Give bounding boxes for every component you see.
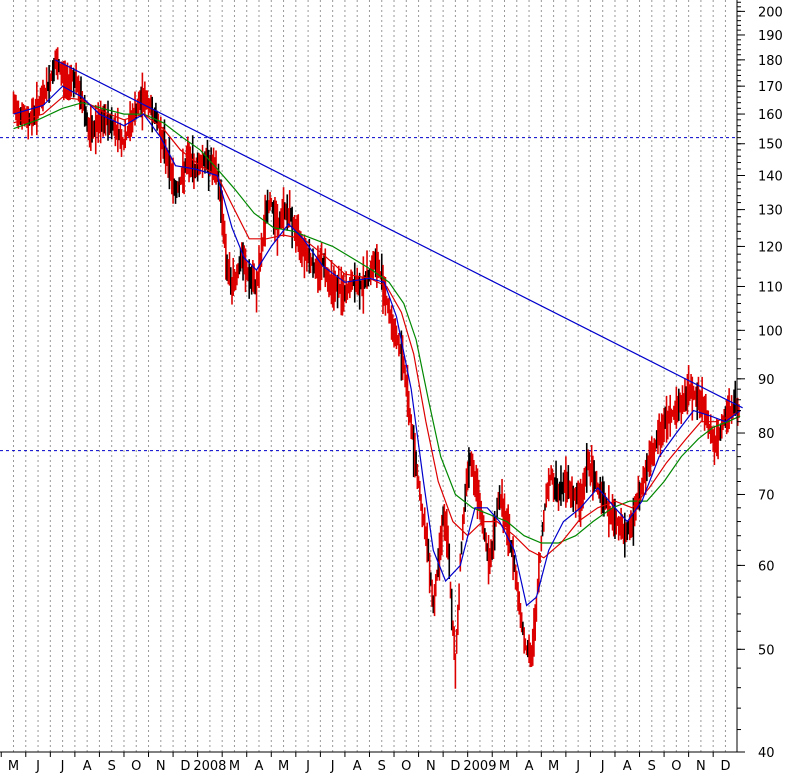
- y-tick-label: 80: [758, 427, 775, 442]
- y-tick-label: 60: [758, 559, 775, 574]
- x-tick-label: M: [8, 759, 19, 774]
- y-tick-label: 180: [758, 54, 783, 69]
- y-tick-label: 160: [758, 108, 783, 123]
- y-tick-label: 100: [758, 324, 783, 339]
- moving-average-short: [13, 85, 741, 607]
- x-tick-label: J: [305, 759, 310, 774]
- axes: 40 50 60 70 80 90 100 110 120 130 140 150 160 170 180 1…: [0, 0, 783, 774]
- reference-lines: [0, 137, 737, 452]
- y-tick-label: 190: [758, 29, 783, 44]
- y-tick-label: 120: [758, 240, 783, 255]
- moving-averages: [13, 85, 741, 607]
- y-tick-label: 90: [758, 373, 775, 388]
- x-tick-label: M: [499, 759, 510, 774]
- x-tick-label: M: [229, 759, 240, 774]
- x-tick-label: O: [671, 759, 681, 774]
- vertical-gridlines: [13, 0, 726, 752]
- x-tick-label: D: [450, 759, 460, 774]
- price-bars: [12, 47, 740, 689]
- x-tick-label: O: [131, 759, 141, 774]
- y-tick-label: 50: [758, 643, 775, 658]
- x-tick-label: N: [426, 759, 436, 774]
- moving-average-mid: [13, 96, 741, 559]
- y-tick-label: 110: [758, 280, 783, 295]
- x-tick-label: A: [83, 759, 92, 774]
- x-tick-label: S: [648, 759, 656, 774]
- x-tick-label: J: [60, 759, 65, 774]
- x-tick-label: S: [108, 759, 116, 774]
- trendline-layer: [54, 59, 743, 409]
- x-tick-label: D: [180, 759, 190, 774]
- x-tick-label: N: [696, 759, 706, 774]
- x-tick-label: J: [330, 759, 335, 774]
- y-tick-label: 70: [758, 488, 775, 503]
- x-tick-label: J: [35, 759, 40, 774]
- x-tick-label: M: [548, 759, 559, 774]
- x-tick-label: J: [575, 759, 580, 774]
- moving-average-long: [13, 102, 741, 544]
- y-tick-label: 200: [758, 5, 783, 20]
- x-tick-label: 2009: [463, 759, 496, 774]
- trendline: [54, 59, 743, 409]
- x-tick-label: S: [378, 759, 386, 774]
- x-tick-label: N: [156, 759, 166, 774]
- x-tick-label: 2008: [193, 759, 226, 774]
- x-tick-label: O: [401, 759, 411, 774]
- x-tick-label: M: [278, 759, 289, 774]
- x-tick-label: A: [353, 759, 362, 774]
- x-tick-label: A: [255, 759, 264, 774]
- y-tick-label: 130: [758, 204, 783, 219]
- x-tick-label: A: [623, 759, 632, 774]
- y-tick-label: 150: [758, 138, 783, 153]
- y-tick-label: 170: [758, 80, 783, 95]
- y-tick-label: 40: [758, 746, 775, 761]
- x-tick-label: D: [720, 759, 730, 774]
- x-tick-label: A: [525, 759, 534, 774]
- x-tick-label: J: [600, 759, 605, 774]
- y-tick-label: 140: [758, 169, 783, 184]
